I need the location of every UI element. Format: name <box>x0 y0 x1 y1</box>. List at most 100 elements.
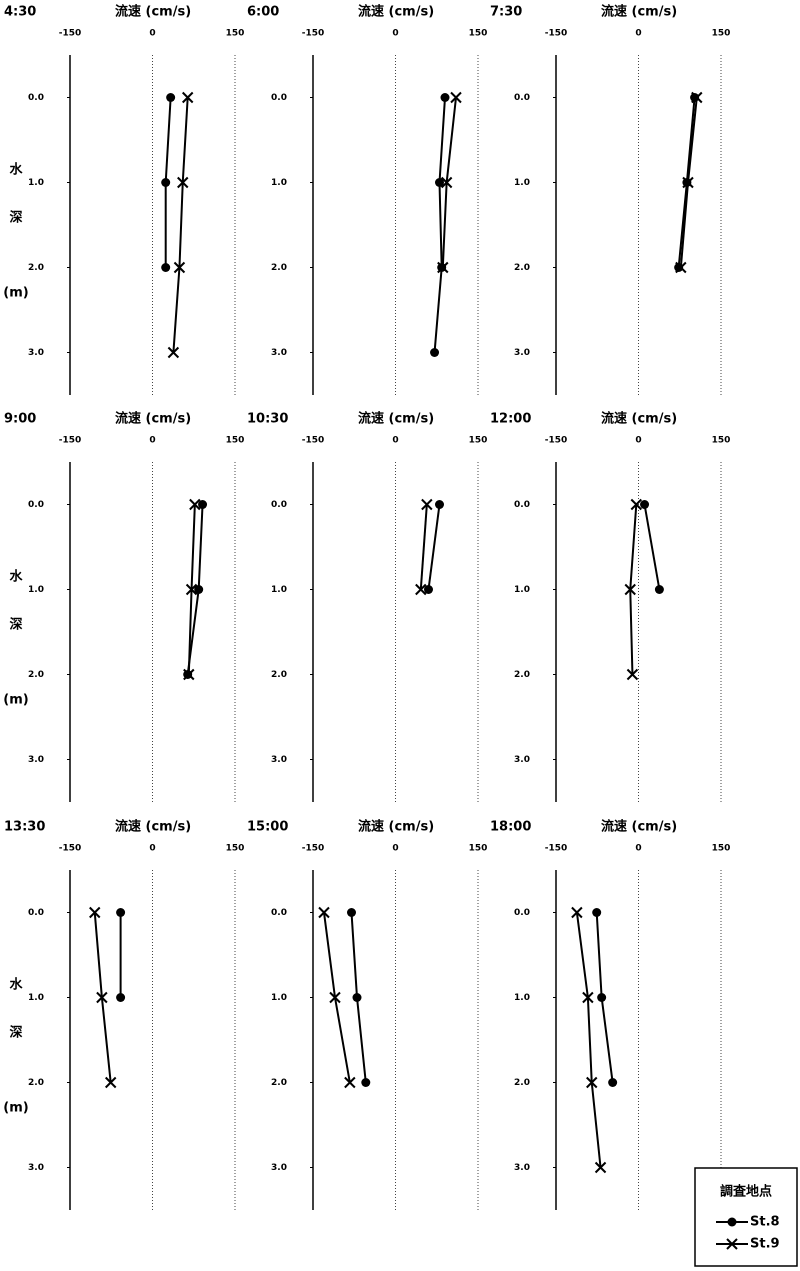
y-tick-label: 1.0 <box>28 585 44 595</box>
marker-dot <box>161 178 171 187</box>
series-line <box>172 97 189 353</box>
y-tick-label: 3.0 <box>28 348 44 358</box>
x-tick-label: -150 <box>59 29 82 39</box>
marker-dot <box>116 993 126 1002</box>
y-axis-label: 深 <box>9 210 22 226</box>
panel: 9:00 流速 (cm/s) -150 0 150 0.0 1.0 2.0 3.0 水深 (m) <box>3 411 244 802</box>
marker-cross <box>626 668 639 681</box>
y-axis-label: 深 <box>9 1025 22 1041</box>
y-tick-label: 3.0 <box>28 1163 44 1173</box>
x-axis-label: 流速 (cm/s) <box>115 411 191 427</box>
panel-title: 12:00 <box>490 412 531 427</box>
y-tick-label: 2.0 <box>28 263 44 273</box>
y-tick-label: 1.0 <box>271 585 287 595</box>
x-tick-label: -150 <box>302 844 325 854</box>
x-axis-label: 流速 (cm/s) <box>601 819 677 835</box>
marker-cross <box>415 583 427 596</box>
panel-title: 4:30 <box>4 5 36 20</box>
y-tick-label: 1.0 <box>28 993 44 1003</box>
marker-cross <box>421 498 433 511</box>
x-tick-label: -150 <box>302 29 325 39</box>
marker-cross <box>582 991 594 1004</box>
y-tick-label: 2.0 <box>514 1078 530 1088</box>
y-axis-label: 水 <box>9 162 23 178</box>
marker-dot <box>435 178 444 187</box>
x-tick-label: 0 <box>392 844 398 854</box>
x-tick-label: 150 <box>469 29 488 39</box>
y-tick-label: 0.0 <box>28 500 44 510</box>
marker-dot <box>198 500 208 509</box>
x-axis-label: 流速 (cm/s) <box>115 4 191 20</box>
x-axis-label: 流速 (cm/s) <box>358 4 434 20</box>
marker-dot <box>640 500 650 509</box>
marker-cross <box>675 261 687 274</box>
y-axis-label: 深 <box>9 617 22 633</box>
y-tick-label: 2.0 <box>514 263 530 273</box>
y-tick-label: 3.0 <box>28 755 44 765</box>
marker-dot <box>347 908 356 917</box>
panel: 4:30 流速 (cm/s) -150 0 150 0.0 1.0 2.0 3.0 水深 (m) <box>3 4 245 395</box>
panel: 10:30 流速 (cm/s) -150 0 150 0.0 1.0 2.0 3.0 <box>247 411 488 802</box>
y-tick-label: 0.0 <box>271 908 287 918</box>
y-tick-label: 2.0 <box>28 670 44 680</box>
series-line <box>433 97 446 353</box>
x-tick-label: 0 <box>149 436 155 446</box>
panel-title: 15:00 <box>247 820 288 835</box>
y-axis-label: (m) <box>3 693 28 708</box>
marker-dot <box>161 263 171 272</box>
x-tick-label: -150 <box>59 436 82 446</box>
marker-cross <box>167 346 180 359</box>
x-tick-label: 150 <box>469 436 488 446</box>
y-tick-label: 0.0 <box>514 93 530 103</box>
marker-cross <box>571 906 583 919</box>
y-tick-label: 0.0 <box>514 500 530 510</box>
series-line <box>323 912 351 1083</box>
marker-dot <box>361 1078 371 1087</box>
panel: 15:00 流速 (cm/s) -150 0 150 0.0 1.0 2.0 3.0 <box>247 819 488 1210</box>
y-tick-label: 3.0 <box>514 755 530 765</box>
y-tick-label: 0.0 <box>271 500 287 510</box>
panel-title: 7:30 <box>490 5 522 20</box>
marker-cross <box>177 176 189 189</box>
marker-cross <box>318 906 330 919</box>
x-tick-label: -150 <box>545 29 568 39</box>
x-axis-label: 流速 (cm/s) <box>115 819 191 835</box>
series-line <box>643 504 661 590</box>
x-axis-label: 流速 (cm/s) <box>601 4 677 20</box>
y-tick-label: 2.0 <box>271 1078 287 1088</box>
y-tick-label: 2.0 <box>271 263 287 273</box>
marker-cross <box>173 261 186 274</box>
x-tick-label: 150 <box>469 844 488 854</box>
legend-box <box>694 1167 798 1267</box>
marker-cross <box>624 583 636 596</box>
marker-cross <box>183 668 195 681</box>
x-tick-label: 0 <box>149 29 155 39</box>
y-tick-label: 3.0 <box>514 348 530 358</box>
y-tick-label: 1.0 <box>271 178 287 188</box>
panel-title: 18:00 <box>490 820 531 835</box>
legend: 調査地点 St.8 St.9 <box>694 1167 798 1267</box>
x-tick-label: -150 <box>59 844 82 854</box>
y-tick-label: 0.0 <box>28 93 44 103</box>
x-tick-label: -150 <box>545 844 568 854</box>
legend-title: 調査地点 <box>720 1184 772 1200</box>
y-tick-label: 0.0 <box>271 93 287 103</box>
x-tick-label: 0 <box>635 29 641 39</box>
y-tick-label: 1.0 <box>271 993 287 1003</box>
series-line <box>575 912 602 1168</box>
panel-title: 13:30 <box>4 820 45 835</box>
panel: 18:00 流速 (cm/s) -150 0 150 0.0 1.0 2.0 3.0 <box>490 819 730 1210</box>
marker-cross <box>104 1076 117 1089</box>
marker-dot <box>597 993 607 1002</box>
x-axis-label: 流速 (cm/s) <box>358 819 434 835</box>
panel-title: 10:30 <box>247 412 288 427</box>
x-tick-label: 150 <box>226 29 245 39</box>
panel-title: 6:00 <box>247 5 279 20</box>
y-tick-label: 3.0 <box>514 1163 530 1173</box>
y-axis-label: 水 <box>9 569 23 585</box>
marker-cross <box>594 1161 607 1174</box>
marker-cross <box>185 583 198 596</box>
y-tick-label: 1.0 <box>514 585 530 595</box>
x-tick-label: 0 <box>635 436 641 446</box>
marker-dot <box>435 500 444 509</box>
